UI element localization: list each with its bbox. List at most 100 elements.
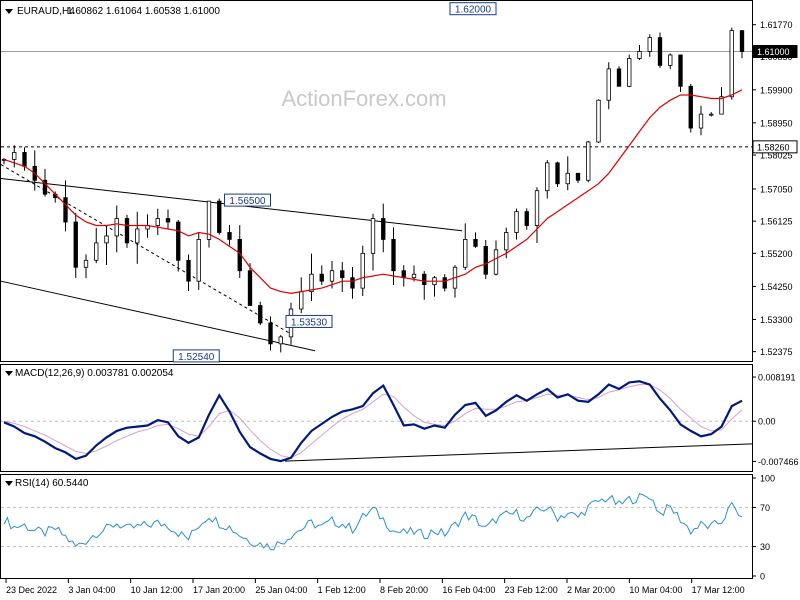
time-tick-label: 23 Feb 12:00: [505, 585, 558, 595]
candle: [350, 266, 355, 299]
rsi-axis: 100 70 30 0: [752, 474, 775, 582]
time-tick-label: 16 Feb 04:00: [442, 585, 495, 595]
candle: [442, 274, 447, 292]
time-tick-label: 2 Mar 20:00: [567, 585, 615, 595]
candle: [709, 112, 714, 117]
candle: [514, 208, 519, 240]
candle: [155, 208, 160, 236]
price-annotation-label: 1.56500: [224, 193, 271, 207]
candle: [186, 254, 191, 292]
candle: [473, 232, 478, 248]
candle: [176, 220, 181, 272]
rsi-title: RSI(14) 60.5440: [15, 478, 89, 489]
price-tick-label: 1.61770: [760, 20, 793, 30]
candle: [739, 30, 745, 59]
candle: [545, 160, 550, 199]
macd-header: MACD(12,26,9) 0.003781 0.002054: [5, 368, 174, 379]
price-annotations: 1.62000 1.56500 1.53530 1.52540: [172, 2, 497, 363]
candle: [463, 223, 468, 271]
candle: [360, 245, 365, 297]
price-annotation-label: 1.53530: [285, 314, 333, 328]
candle: [340, 262, 345, 292]
price-tick-label: 1.59900: [760, 85, 793, 95]
macd-trendline: [284, 443, 753, 462]
current-price-tag: 1.61000: [752, 45, 798, 58]
candle: [657, 32, 663, 68]
candle: [637, 44, 642, 61]
candle: [237, 225, 242, 278]
candle: [114, 205, 119, 253]
svg-text:1.53530: 1.53530: [291, 317, 328, 328]
candle: [124, 214, 130, 248]
candle: [104, 226, 109, 266]
price-tick-label: 1.54250: [760, 282, 793, 292]
price-panel-frame: [0, 0, 753, 362]
price-tick-label: 1.56125: [760, 217, 793, 227]
svg-text:1.62000: 1.62000: [455, 5, 492, 16]
channel-line: [0, 280, 316, 352]
candle: [268, 316, 273, 351]
time-tick-label: 10 Jan 12:00: [131, 585, 183, 595]
dashed-trendline: [0, 164, 291, 334]
price-grid: [1, 51, 752, 148]
svg-text:1.52540: 1.52540: [178, 352, 215, 363]
rsi-line: [3, 492, 743, 551]
candle: [606, 62, 611, 110]
candle: [1, 157, 7, 165]
svg-text:1.61000: 1.61000: [757, 47, 790, 57]
rsi-tick-label: 70: [760, 503, 770, 513]
rsi-tick-label: 0: [760, 572, 765, 582]
time-tick-label: 10 Mar 04:00: [629, 585, 682, 595]
candle: [452, 265, 458, 298]
candle: [206, 200, 212, 248]
rsi-grid: [1, 506, 752, 548]
candle: [422, 271, 427, 300]
level-price-tag: 1.58260: [752, 140, 798, 154]
candle: [42, 168, 48, 197]
candle: [319, 265, 324, 285]
time-tick-label: 17 Mar 12:00: [692, 585, 745, 595]
time-tick-label: 1 Feb 12:00: [318, 585, 366, 595]
candle: [329, 261, 335, 289]
candle: [401, 265, 406, 287]
watermark: ActionForex.com: [281, 86, 446, 111]
price-tick-label: 1.55200: [760, 249, 793, 259]
rsi-header: RSI(14) 60.5440: [5, 478, 89, 489]
price-annotation-label: 1.52540: [172, 349, 220, 363]
candle: [94, 227, 99, 264]
macd-tick-label: 0.00: [758, 417, 776, 427]
candle: [370, 213, 376, 271]
candle: [278, 335, 283, 353]
time-axis: 23 Dec 2022 3 Jan 04:00 10 Jan 12:00 17 Jan…: [5, 579, 745, 595]
candle: [678, 54, 683, 92]
candlestick-series: [1, 27, 745, 353]
time-tick-label: 3 Jan 04:00: [68, 585, 115, 595]
candle: [309, 253, 314, 301]
candle: [524, 208, 529, 230]
candle: [565, 156, 570, 191]
rsi-tick-label: 100: [760, 474, 775, 484]
candle: [647, 34, 652, 57]
candle: [381, 203, 386, 253]
collapse-triangle-icon: [5, 9, 13, 14]
price-header: EURAUD,H4 1.60862 1.61064 1.60538 1.6100…: [5, 6, 220, 17]
candle: [258, 301, 263, 326]
candle: [432, 275, 437, 297]
time-tick-label: 25 Jan 04:00: [255, 585, 307, 595]
collapse-triangle-icon: [5, 371, 13, 376]
macd-axis: 0.008191 0.00 -0.007466: [752, 373, 799, 467]
moving-average-line: [3, 89, 743, 295]
candle: [247, 263, 253, 306]
time-tick-label: 17 Jan 20:00: [193, 585, 245, 595]
candle: [196, 232, 201, 290]
candle: [698, 105, 704, 136]
candle: [83, 254, 89, 279]
candle: [135, 211, 140, 264]
candle: [688, 84, 693, 133]
candle: [63, 180, 68, 232]
macd-line: [3, 380, 743, 463]
macd-tick-label: 0.008191: [758, 373, 796, 383]
svg-text:1.56500: 1.56500: [229, 196, 266, 207]
price-tick-label: 1.58025: [760, 151, 793, 161]
